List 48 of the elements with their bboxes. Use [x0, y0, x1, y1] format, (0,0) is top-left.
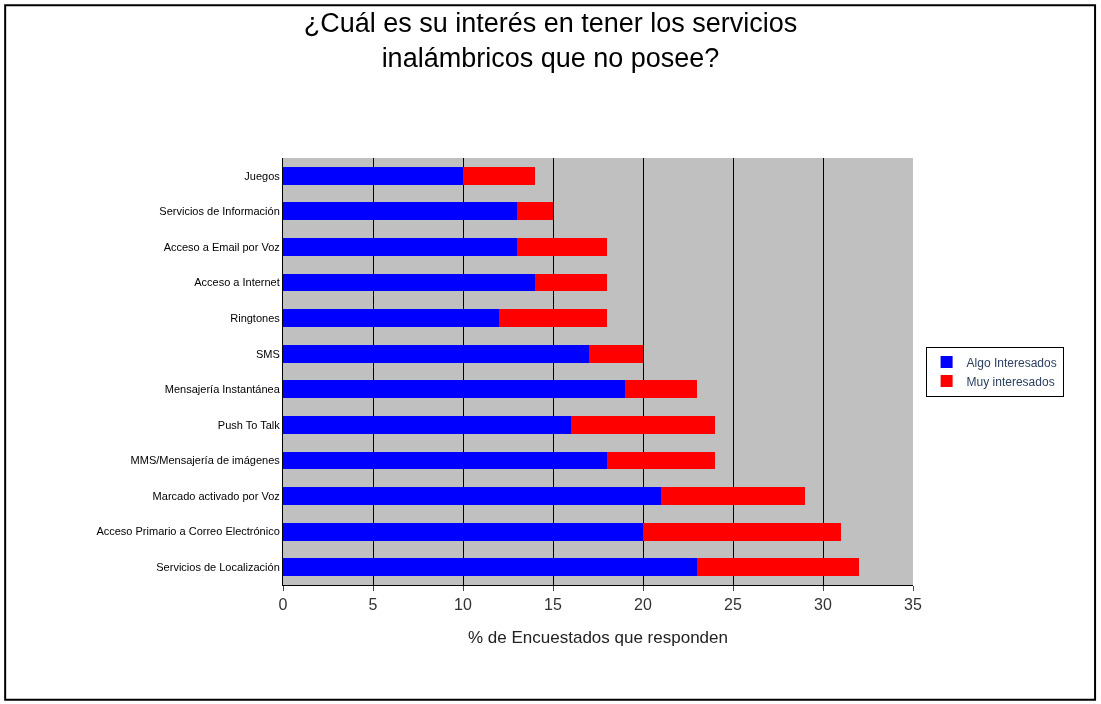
x-tick-label: 30	[814, 596, 832, 614]
y-tick-label: Juegos	[244, 169, 281, 182]
y-tick-label: MMS/Mensajería de imágenes	[130, 454, 281, 467]
bar	[283, 273, 535, 292]
bar	[283, 487, 661, 505]
x-tick-label: 10	[454, 596, 472, 614]
bar	[499, 309, 607, 328]
bar	[283, 380, 625, 399]
y-tick-label: Marcado activado por Voz	[152, 489, 280, 502]
bar	[571, 415, 715, 434]
x-axis-title: % de Encuestados que responden	[468, 627, 728, 647]
x-tick-label: 15	[544, 596, 562, 614]
x-tick-label: 35	[904, 596, 922, 614]
x-tick-label: 0	[278, 596, 288, 614]
bar	[607, 451, 715, 470]
y-tick-label: Push To Talk	[217, 418, 281, 431]
bar	[463, 166, 535, 185]
bar	[625, 380, 697, 399]
bar	[589, 344, 643, 363]
x-tick-label: 20	[634, 596, 652, 614]
bar	[283, 202, 517, 221]
y-tick-label: Servicios de Localización	[156, 561, 280, 574]
y-tick-label: Mensajería Instantánea	[164, 383, 281, 396]
y-tick-label: Acceso a Internet	[194, 276, 280, 289]
legend-label: Muy interesados	[966, 374, 1055, 389]
bar	[697, 558, 859, 577]
bar	[283, 558, 697, 577]
y-tick-label: Servicios de Información	[159, 205, 280, 218]
bar	[535, 273, 607, 292]
y-tick-label: SMS	[255, 347, 280, 360]
bar	[283, 166, 463, 185]
y-tick-label: Ringtones	[230, 311, 281, 324]
bar	[283, 415, 571, 434]
bar	[517, 202, 553, 221]
y-tick-label: Acceso Primario a Correo Electrónico	[96, 525, 280, 538]
bar	[661, 487, 805, 505]
bar	[283, 522, 643, 541]
chart-title: ¿Cuál es su interés en tener los servicios inalámbricos que no posee?	[303, 7, 798, 73]
bar	[643, 522, 841, 541]
x-tick-label: 25	[724, 596, 742, 614]
bar	[283, 238, 517, 256]
legend-label: Algo Interesados	[966, 355, 1057, 370]
x-tick-label: 5	[368, 596, 378, 614]
bar	[283, 344, 589, 363]
y-tick-label: Acceso a Email por Voz	[163, 240, 280, 253]
bar	[283, 451, 607, 470]
bar	[517, 238, 607, 256]
bar	[283, 309, 499, 328]
